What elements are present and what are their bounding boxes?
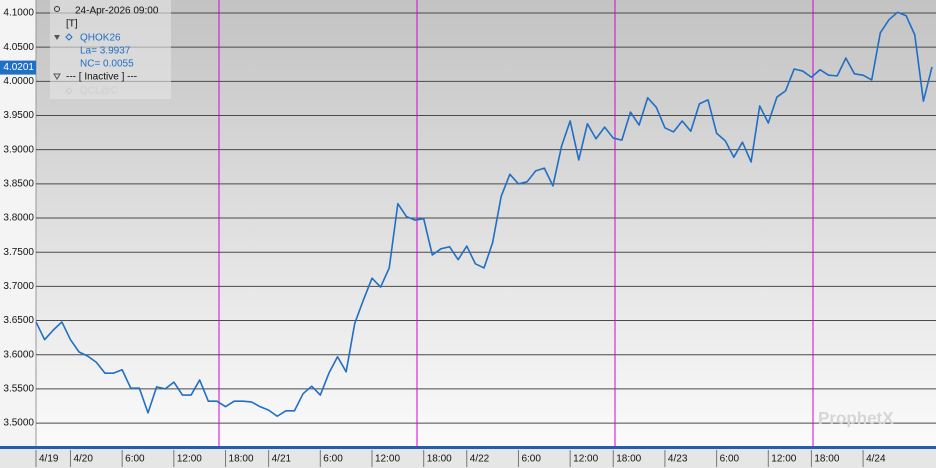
x-tick-label: 12:00 [375, 454, 400, 465]
x-tick-label: 4/24 [866, 454, 886, 465]
y-tick-label: 3.5500 [3, 384, 34, 395]
session-dividers [218, 0, 814, 447]
x-tick-label: 6:00 [323, 454, 343, 465]
x-tick-label: 12:00 [177, 454, 202, 465]
x-tick-label: 4/19 [39, 454, 59, 465]
x-tick-label: 6:00 [521, 454, 541, 465]
x-tick-label: 12:00 [771, 454, 796, 465]
change-label: NC= 0.0055 [80, 59, 134, 70]
y-tick-label: 3.9000 [3, 144, 34, 155]
x-tick-label: 6:00 [125, 454, 145, 465]
plot-area [36, 0, 936, 447]
info-panel: 24-Apr-2026 09:00 [T] QHOK26 La= 3.9937 … [50, 0, 171, 99]
x-axis-line [0, 446, 936, 449]
legend-entry[interactable]: QHOK26 [80, 33, 121, 44]
series-icon [65, 87, 73, 95]
inactive-series[interactable]: QCL@C [80, 86, 118, 97]
x-tick-label: 18:00 [814, 454, 839, 465]
x-tick-label: 18:00 [427, 454, 452, 465]
last-price-tag [0, 60, 36, 75]
x-tick-label: 6:00 [720, 454, 740, 465]
price-line [35, 11, 933, 418]
x-tick-label: 4/23 [668, 454, 688, 465]
series-icon [65, 33, 73, 41]
x-tick-label: 4/20 [73, 454, 93, 465]
y-tick-label: 3.6500 [3, 315, 34, 326]
x-tick-label: 18:00 [229, 454, 254, 465]
period-label: [T] [66, 19, 78, 30]
y-tick-label: 4.0000 [3, 76, 34, 87]
x-tick-label: 4/21 [272, 454, 292, 465]
y-tick-label: 3.7500 [3, 247, 34, 258]
last-price-label: 4.0201 [3, 62, 34, 73]
y-tick-label: 4.1000 [3, 8, 34, 19]
y-tick-label: 3.6000 [3, 349, 34, 360]
expand-icon [54, 35, 60, 40]
x-tick-label: 4/22 [470, 454, 490, 465]
zoom-icon [54, 6, 60, 12]
y-tick-label: 3.9500 [3, 110, 34, 121]
info-box [50, 0, 171, 99]
y-tick-label: 3.8500 [3, 178, 34, 189]
watermark: ProphetX [818, 408, 894, 427]
x-tick-label: 12:00 [573, 454, 598, 465]
y-tick-label: 3.5000 [3, 418, 34, 429]
y-tick-label: 3.7000 [3, 281, 34, 292]
y-tick-label: 4.0500 [3, 42, 34, 53]
y-tick-label: 3.8000 [3, 213, 34, 224]
x-axis-area [0, 449, 936, 468]
x-tick-label: 18:00 [616, 454, 641, 465]
inactive-label: --- [ Inactive ] --- [66, 72, 137, 83]
last-label: La= 3.9937 [80, 46, 131, 57]
timestamp: 24-Apr-2026 09:00 [75, 6, 159, 17]
expand-icon [53, 73, 61, 80]
